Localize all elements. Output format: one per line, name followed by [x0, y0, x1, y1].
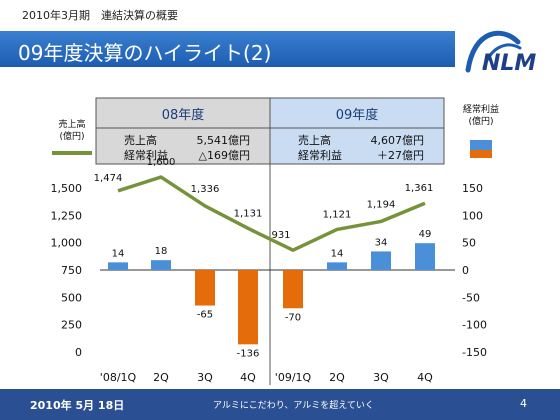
profit-bar: [195, 270, 215, 306]
panel-body-1: [269, 127, 445, 165]
panel-body-0: [95, 127, 271, 165]
sales-line: [117, 175, 426, 252]
footer: 2010年 5月 18日 アルミにこだわり、アルミを超えていく 4: [0, 389, 560, 420]
category-label: 2Q: [153, 371, 169, 384]
legend-bar-label: 経常利益: [463, 103, 499, 115]
sales-data-label: 1,600: [147, 157, 176, 168]
page-title: 09年度決算のハイライト(2): [18, 41, 272, 65]
panel-row-value: 4,607億円: [371, 134, 425, 147]
category-label: 3Q: [373, 371, 389, 384]
right-axis-tick: 50: [462, 237, 476, 250]
panel-row-value: ＋27億円: [377, 149, 424, 162]
profit-data-label: 49: [419, 229, 432, 240]
company-logo: NLM: [465, 30, 536, 76]
left-axis-tick: 250: [61, 319, 82, 332]
category-label: 2Q: [329, 371, 345, 384]
profit-data-label: 14: [112, 248, 125, 259]
panel-row-label: 売上高: [298, 133, 331, 147]
left-axis-tick: 500: [61, 291, 82, 304]
sales-data-label: 1,194: [367, 199, 396, 210]
left-axis-tick: 1,000: [51, 237, 83, 250]
category-label: 3Q: [197, 371, 213, 384]
sales-data-label: 1,121: [323, 209, 352, 220]
right-axis-tick: -100: [462, 319, 487, 332]
legend-line-label: 売上高: [58, 118, 85, 130]
panel-row-label: 経常利益: [298, 148, 342, 162]
right-axis-tick: -150: [462, 346, 487, 359]
profit-bar: [415, 243, 435, 270]
legend-bar-swatch-negative: [470, 150, 492, 158]
footer-date: 2010年 5月 18日: [30, 399, 125, 412]
sales-data-label: 1,336: [191, 184, 220, 195]
sales-data-label: 1,474: [94, 173, 123, 184]
panel-title-1: 09年度: [336, 107, 379, 123]
left-axis-tick: 750: [61, 264, 82, 277]
page-number: 4: [520, 397, 527, 410]
title-bar: 09年度決算のハイライト(2): [0, 31, 455, 67]
right-axis-tick: 150: [462, 182, 483, 195]
panel-header-0: [95, 97, 271, 129]
profit-data-label: -136: [237, 348, 260, 359]
profit-bar: [283, 270, 303, 309]
profit-data-label: -65: [197, 310, 213, 321]
category-label: '08/1Q: [100, 371, 137, 384]
category-label: 4Q: [417, 371, 433, 384]
panel-row-label: 経常利益: [124, 148, 168, 162]
sales-data-label: 1,361: [405, 183, 434, 194]
profit-bar: [151, 260, 171, 270]
profit-data-label: 34: [375, 237, 388, 248]
profit-bar: [108, 262, 128, 270]
category-label: '09/1Q: [275, 371, 312, 384]
header-label: 2010年3月期 連結決算の概要: [22, 9, 178, 22]
profit-bar: [371, 251, 391, 270]
logo-text: NLM: [482, 51, 536, 76]
sales-data-label: 931: [271, 230, 290, 241]
legend-bar-unit: (億円): [468, 115, 493, 127]
legend-bar-swatch-positive: [470, 140, 492, 150]
left-axis-tick: 1,500: [51, 182, 83, 195]
panel-row-value: △169億円: [199, 149, 250, 162]
legend-line-unit: (億円): [59, 130, 84, 142]
panel-row-value: 5,541億円: [197, 134, 251, 147]
panel-row-label: 売上高: [124, 133, 157, 147]
footer-slogan: アルミにこだわり、アルミを超えていく: [213, 401, 374, 411]
right-axis-tick: 0: [462, 264, 469, 277]
profit-data-label: 14: [331, 248, 344, 259]
right-axis-tick: 100: [462, 209, 483, 222]
sales-data-label: 1,131: [234, 208, 263, 219]
left-axis-tick: 0: [75, 346, 82, 359]
panel-header-1: [269, 97, 445, 129]
profit-data-label: 18: [155, 246, 168, 257]
profit-bar: [238, 270, 258, 345]
panel-title-0: 08年度: [162, 107, 205, 123]
profit-data-label: -70: [285, 312, 301, 323]
category-label: 4Q: [240, 371, 256, 384]
left-axis-tick: 1,250: [51, 209, 83, 222]
profit-bar: [327, 262, 347, 270]
right-axis-tick: -50: [462, 291, 480, 304]
